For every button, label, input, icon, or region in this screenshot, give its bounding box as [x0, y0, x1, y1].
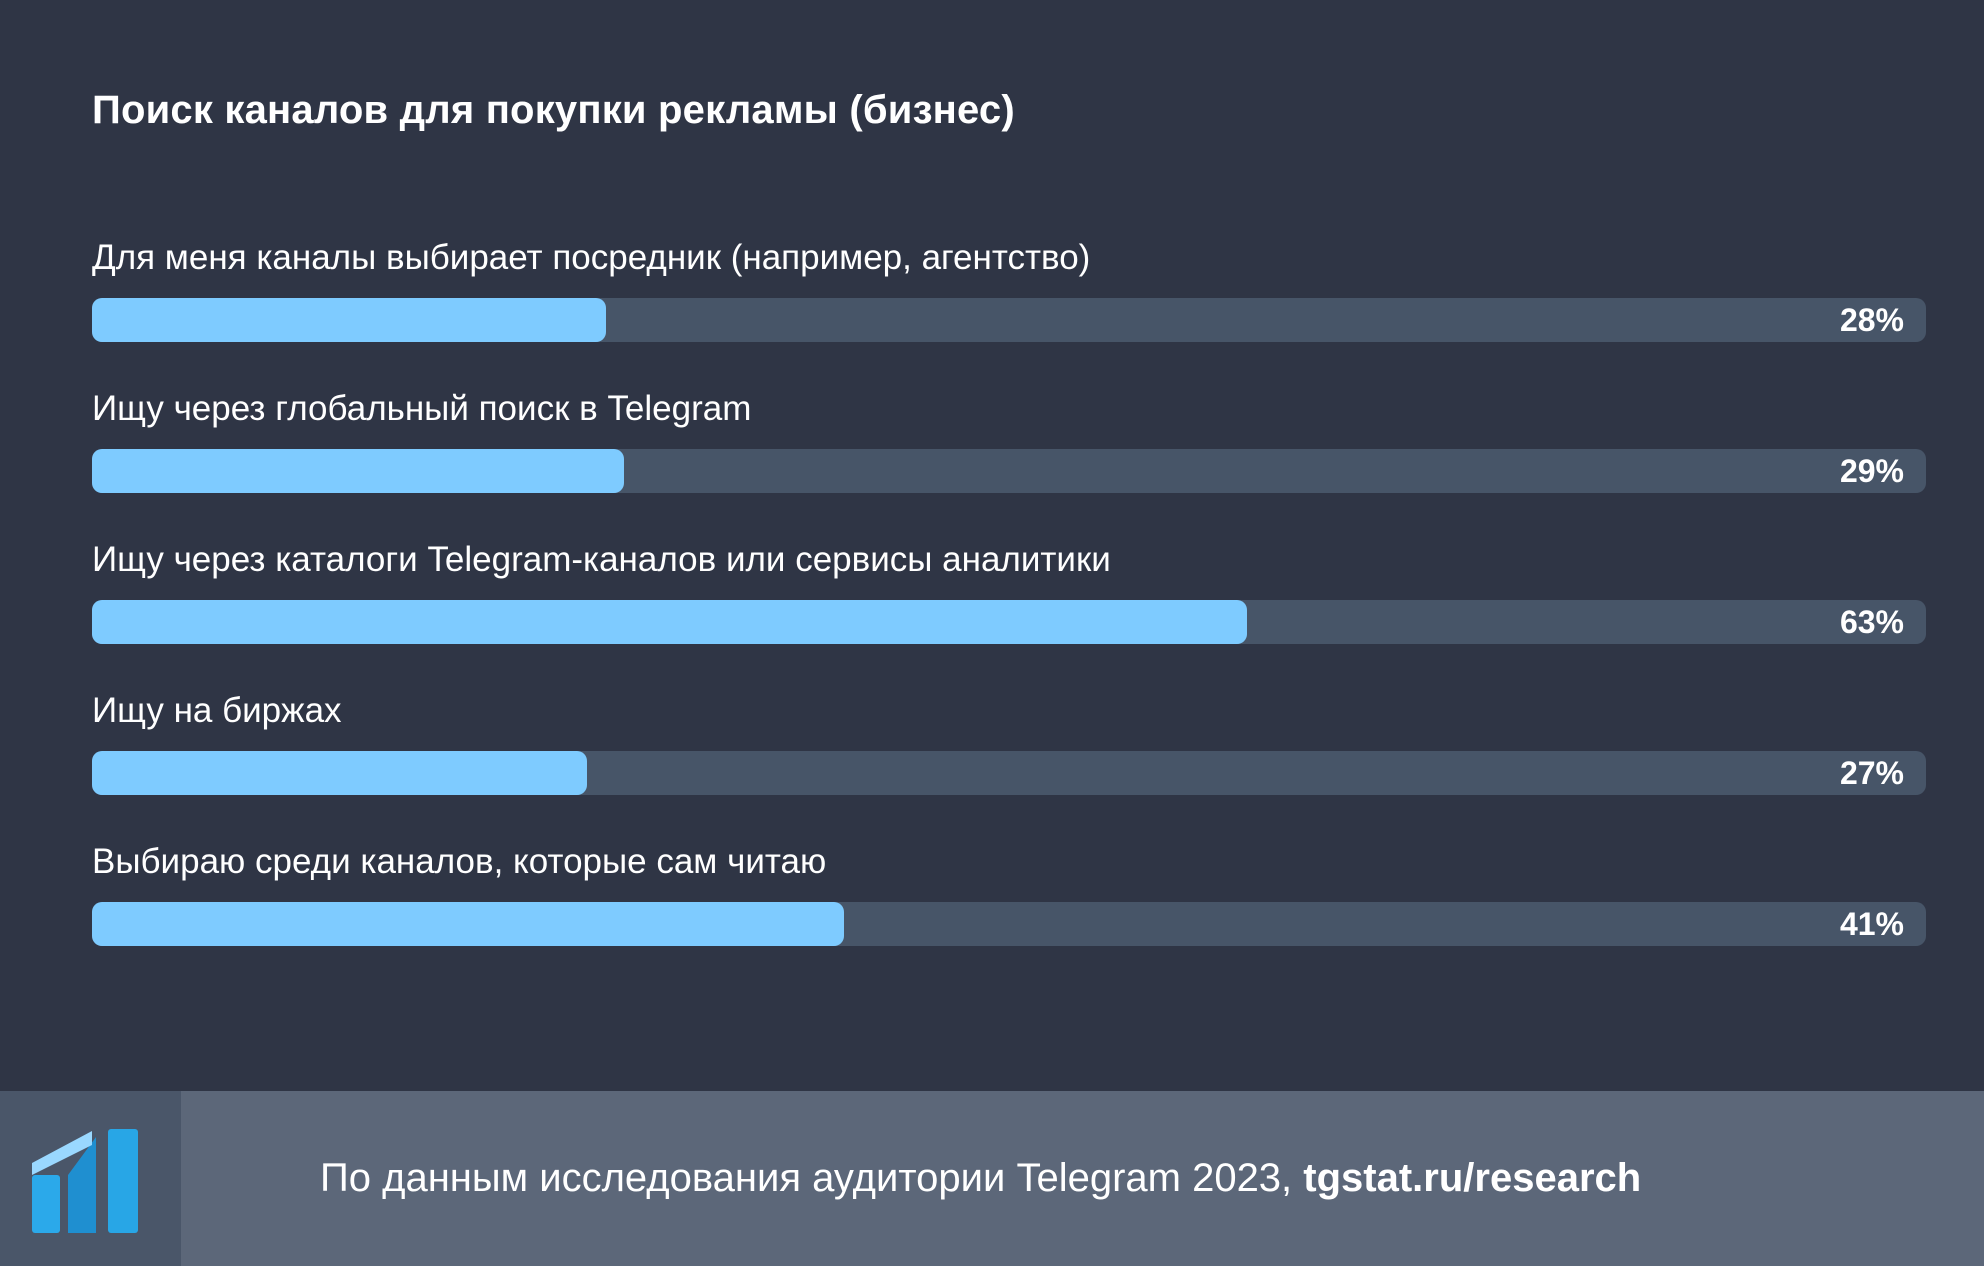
bar [92, 449, 624, 493]
value-label: 28% [1839, 302, 1904, 338]
category-label: Выбираю среди каналов, которые сам читаю [92, 842, 827, 881]
bar-row: Для меня каналы выбирает посредник (напр… [92, 230, 1926, 381]
value-label: 41% [1839, 906, 1904, 942]
bar [92, 751, 588, 795]
bar-track: 41% [92, 902, 1926, 946]
category-label: Ищу на биржах [92, 691, 342, 730]
value-label: 27% [1839, 755, 1904, 791]
bar-row: Ищу на биржах 27% [92, 683, 1926, 834]
bar-track: 28% [92, 298, 1926, 342]
bar [92, 298, 606, 342]
footer: По данным исследования аудитории Telegra… [0, 1091, 1984, 1266]
logo [0, 1091, 181, 1266]
category-label: Ищу через глобальный поиск в Telegram [92, 389, 752, 428]
source-text: По данным исследования аудитории Telegra… [320, 1156, 1293, 1200]
source-note: По данным исследования аудитории Telegra… [320, 1091, 1641, 1266]
bar-track: 27% [92, 751, 1926, 795]
bar [92, 902, 844, 946]
bar-row: Ищу через глобальный поиск в Telegram 29… [92, 381, 1926, 532]
value-label: 29% [1839, 453, 1904, 489]
category-label: Ищу через каталоги Telegram-каналов или … [92, 540, 1111, 579]
bar-chart: Для меня каналы выбирает посредник (напр… [92, 230, 1926, 985]
chart-title: Поиск каналов для покупки рекламы (бизне… [92, 88, 1015, 132]
bar [92, 600, 1248, 644]
category-label: Для меня каналы выбирает посредник (напр… [92, 238, 1091, 277]
tgstat-logo-icon [32, 1129, 138, 1233]
value-label: 63% [1839, 604, 1904, 640]
bar-track: 29% [92, 449, 1926, 493]
source-link[interactable]: tgstat.ru/research [1303, 1156, 1642, 1200]
bar-row: Выбираю среди каналов, которые сам читаю… [92, 834, 1926, 985]
bar-track: 63% [92, 600, 1926, 644]
bar-row: Ищу через каталоги Telegram-каналов или … [92, 532, 1926, 683]
